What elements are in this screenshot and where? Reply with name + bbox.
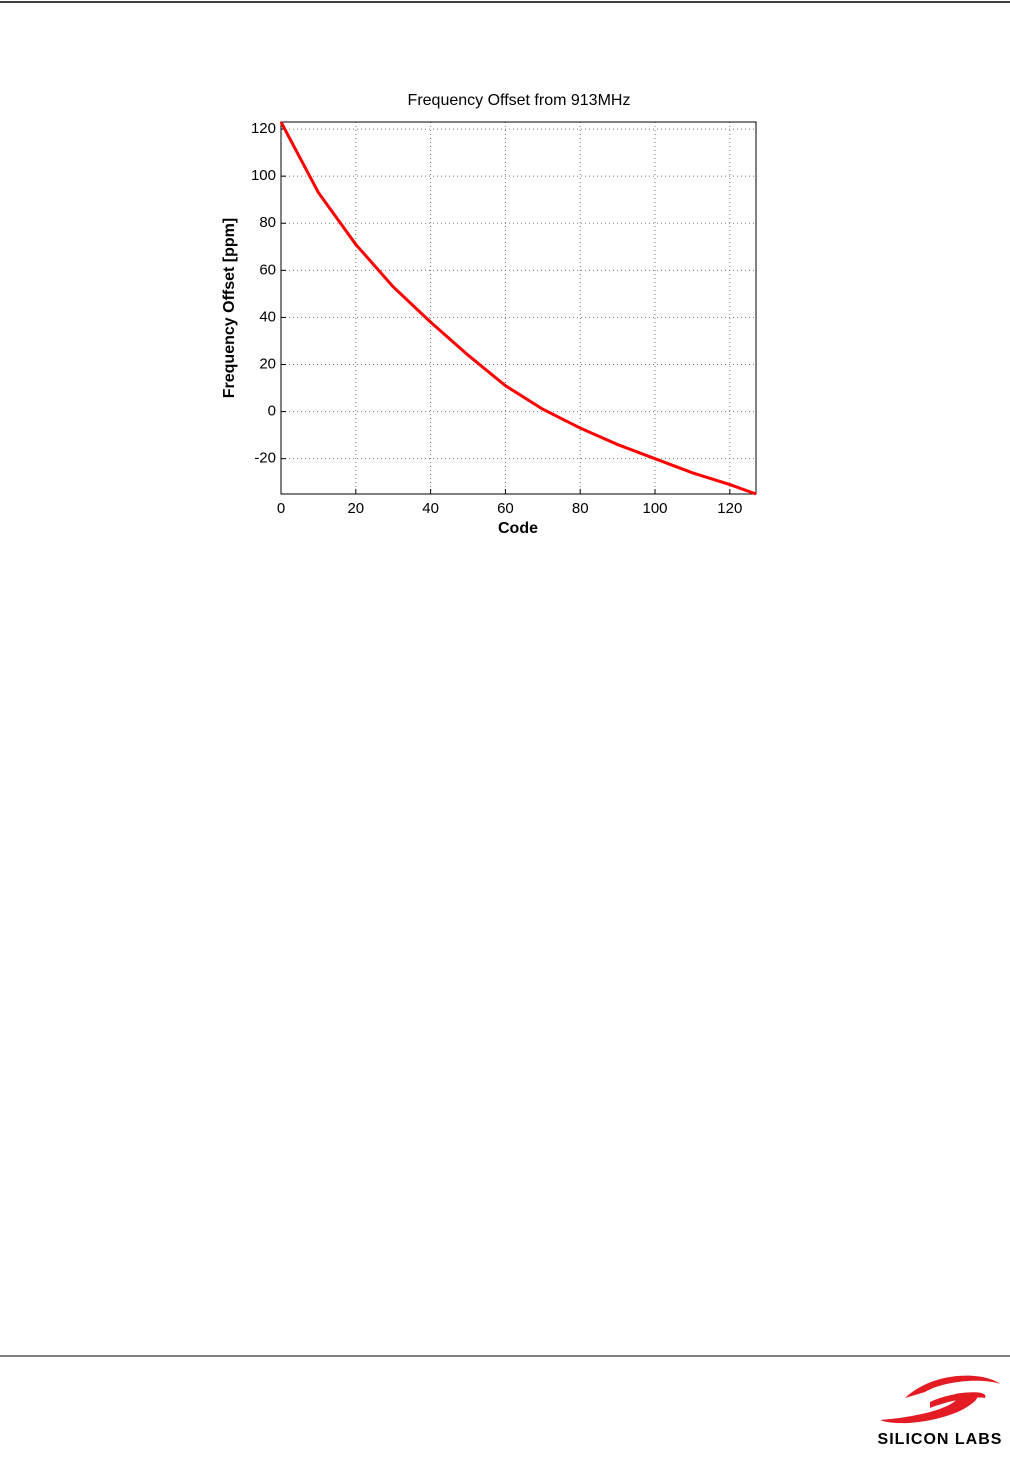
data-line bbox=[279, 121, 757, 496]
y-axis-label: Frequency Offset [ppm] bbox=[221, 218, 238, 398]
y-tick-label: -20 bbox=[254, 450, 276, 467]
x-tick-label: 40 bbox=[422, 500, 439, 517]
chart-title: Frequency Offset from 913MHz bbox=[408, 92, 631, 109]
x-tick-label: 0 bbox=[277, 500, 285, 517]
y-tick-label: 40 bbox=[259, 308, 276, 325]
logo-swoosh bbox=[905, 1375, 1000, 1398]
logo: SILICON LABS bbox=[878, 1375, 1003, 1448]
plot-frame bbox=[280, 121, 757, 495]
x-tick-label: 20 bbox=[347, 500, 364, 517]
x-tick-label: 80 bbox=[572, 500, 589, 517]
logo-text: SILICON LABS bbox=[878, 1431, 1003, 1448]
y-tick-label: 0 bbox=[268, 403, 276, 420]
y-tick-label: 20 bbox=[259, 355, 276, 372]
y-tick-label: 60 bbox=[259, 261, 276, 278]
y-tick-label: 100 bbox=[251, 167, 276, 184]
x-axis-label: Code bbox=[498, 520, 538, 537]
y-tick-label: 80 bbox=[259, 214, 276, 231]
plot-area bbox=[281, 122, 756, 494]
x-tick-label: 60 bbox=[497, 500, 514, 517]
logo-swoosh bbox=[930, 1392, 986, 1408]
x-tick-label: 120 bbox=[717, 500, 742, 517]
y-tick-label: 120 bbox=[251, 120, 276, 137]
x-tick-label: 100 bbox=[643, 500, 668, 517]
